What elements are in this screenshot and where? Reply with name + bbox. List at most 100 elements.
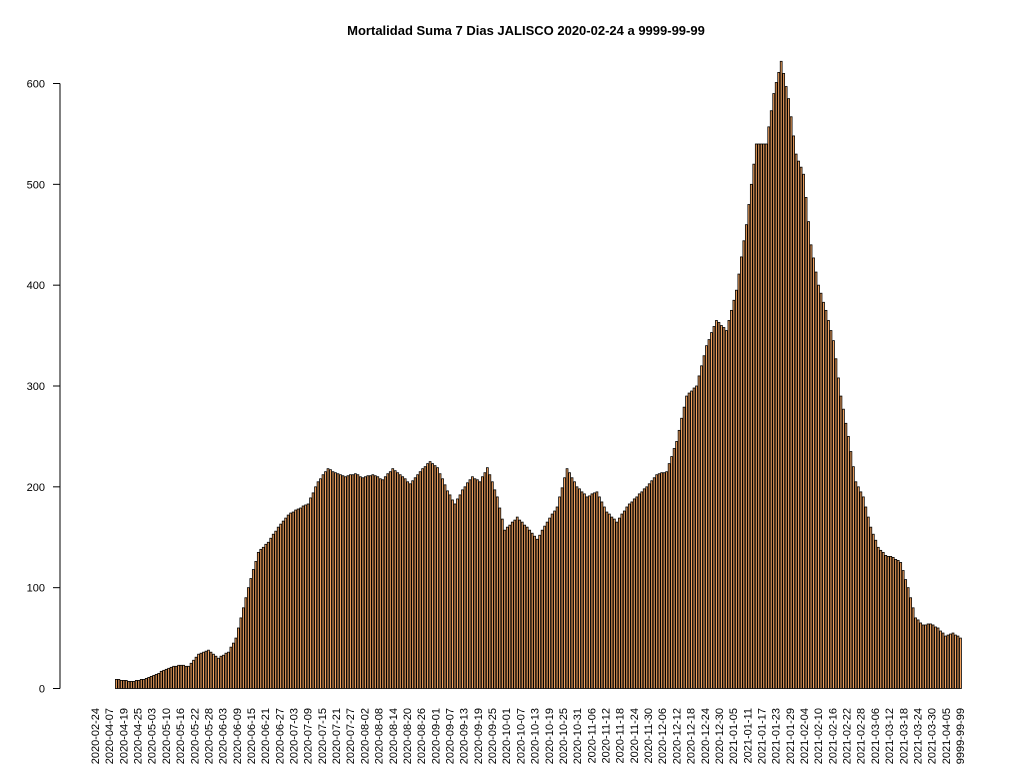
y-tick-label: 600 [27, 79, 45, 91]
bar [944, 635, 947, 689]
bar [431, 463, 434, 689]
bar [740, 256, 743, 689]
bar [779, 60, 783, 689]
bar [854, 481, 858, 689]
bar [583, 493, 586, 689]
x-tick-label: 2021-02-16 [827, 708, 839, 764]
bar [115, 679, 118, 689]
bar [132, 681, 136, 689]
bar [368, 475, 372, 689]
bar [555, 506, 559, 689]
bar [949, 633, 952, 689]
x-tick-label: 2020-07-21 [331, 708, 343, 764]
bar [172, 665, 175, 689]
bar [528, 529, 532, 689]
x-tick-label: 2020-04-25 [133, 708, 145, 764]
bar [886, 556, 890, 689]
bar [142, 679, 146, 689]
x-tick-label: 2021-03-06 [870, 708, 882, 764]
bar [605, 511, 609, 689]
bar [321, 474, 325, 689]
x-tick-label: 2020-05-10 [161, 708, 173, 764]
x-tick-label: 2020-10-13 [530, 708, 542, 764]
bar [259, 548, 263, 689]
bar [376, 476, 380, 689]
bar [914, 617, 917, 689]
bar [309, 497, 312, 689]
x-tick-label: 2020-07-27 [345, 708, 357, 764]
bar [702, 355, 706, 689]
x-tick-label: 2020-06-27 [274, 708, 286, 764]
x-tick-label: 2020-10-07 [515, 708, 527, 764]
bar [483, 472, 487, 689]
bar [144, 678, 148, 689]
bar [461, 489, 464, 689]
bar [495, 496, 499, 689]
x-tick-label: 2021-03-18 [898, 708, 910, 764]
bar [331, 471, 335, 689]
bar [381, 479, 385, 689]
bar [486, 467, 489, 689]
bar [304, 504, 307, 689]
bar [256, 551, 260, 689]
bar [134, 680, 138, 689]
bar [276, 526, 280, 689]
bar [667, 463, 671, 689]
bar-series [115, 60, 962, 689]
bar [149, 676, 153, 689]
bar [859, 491, 863, 689]
bar [411, 480, 415, 689]
bar [570, 477, 574, 689]
bar [720, 325, 723, 689]
bar [197, 653, 200, 689]
x-tick-label: 2020-04-07 [104, 708, 116, 764]
bar [441, 478, 444, 689]
bar [157, 672, 161, 689]
bar [167, 667, 170, 689]
y-tick-label: 200 [27, 482, 45, 494]
bar [660, 472, 664, 689]
bar [356, 474, 360, 689]
bar [869, 526, 873, 689]
bar [436, 467, 439, 689]
bar [889, 556, 893, 689]
x-tick-label: 2020-10-31 [572, 708, 584, 764]
bar [812, 257, 815, 689]
x-tick-label: 2020-11-30 [643, 708, 655, 763]
y-tick-label: 0 [39, 684, 45, 696]
bar [202, 651, 205, 689]
bar [936, 627, 940, 689]
bar [954, 634, 957, 689]
bar [388, 471, 392, 689]
bar [852, 466, 855, 689]
x-tick-label: 2020-06-15 [246, 708, 258, 764]
bar [837, 377, 840, 689]
bar [622, 510, 626, 689]
bar [774, 82, 778, 689]
bar [817, 284, 820, 689]
bar [543, 525, 546, 689]
bar [824, 309, 828, 689]
bar [406, 481, 410, 689]
y-tick-label: 300 [27, 381, 45, 393]
x-tick-label: 2020-08-26 [416, 708, 428, 764]
x-tick-label: 2021-03-12 [884, 708, 896, 764]
bar [670, 456, 673, 689]
bar [608, 513, 611, 689]
bar [655, 474, 659, 689]
x-tick-label: 2021-02-10 [813, 708, 825, 764]
x-tick-label: 2020-10-25 [558, 708, 570, 764]
bar [463, 486, 467, 689]
bar [117, 679, 121, 689]
bar [787, 98, 791, 689]
x-tick-label: 2020-06-21 [260, 708, 272, 764]
bar [244, 597, 248, 689]
bar [319, 478, 322, 689]
bar [346, 475, 350, 689]
x-tick-label: 2020-11-24 [629, 708, 641, 763]
bar [834, 358, 838, 689]
bar [680, 417, 683, 689]
x-tick-label: 2020-12-18 [686, 708, 698, 764]
x-tick-label: 2020-12-12 [671, 708, 683, 764]
bar [456, 498, 459, 689]
